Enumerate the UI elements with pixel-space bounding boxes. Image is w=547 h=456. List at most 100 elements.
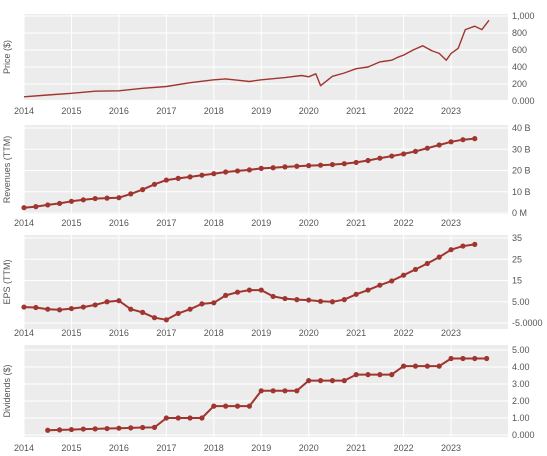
data-point — [401, 272, 407, 278]
data-point — [68, 426, 75, 433]
data-point — [151, 424, 158, 430]
data-point — [56, 200, 63, 207]
data-point — [472, 241, 478, 247]
data-point — [377, 282, 383, 288]
y-tick-label: 20 B — [512, 166, 531, 176]
data-point — [199, 172, 205, 178]
data-point — [401, 363, 407, 369]
data-point — [329, 378, 336, 384]
data-point — [116, 298, 122, 304]
data-point — [317, 162, 324, 168]
data-point — [223, 169, 229, 175]
y-tick-label: -5.0000 — [512, 318, 543, 328]
data-point — [436, 254, 442, 260]
y-tick-label: 0 M — [512, 208, 527, 218]
data-point — [33, 304, 39, 311]
data-point — [21, 205, 27, 211]
data-point — [211, 171, 217, 177]
data-point — [306, 297, 312, 303]
data-point — [472, 136, 478, 142]
data-point — [187, 174, 193, 180]
x-tick-label: 2018 — [204, 218, 224, 228]
data-point — [104, 195, 110, 201]
y-axis-label: Revenues (TTM) — [2, 136, 12, 204]
data-point — [199, 415, 205, 421]
data-point — [353, 159, 359, 166]
y-axis-label: Dividends ($) — [2, 364, 12, 417]
data-point — [151, 181, 158, 187]
data-point — [223, 403, 229, 409]
data-point — [211, 300, 217, 306]
x-tick-label: 2016 — [109, 106, 129, 116]
data-point — [92, 302, 98, 308]
data-point — [151, 315, 158, 321]
data-point — [270, 293, 276, 300]
data-point — [175, 415, 181, 421]
data-point — [341, 161, 347, 167]
data-point — [140, 424, 146, 431]
y-tick-label: 0.000 — [512, 430, 535, 440]
x-tick-label: 2019 — [251, 328, 271, 338]
y-tick-label: 15 — [512, 276, 522, 286]
x-tick-label: 2022 — [394, 106, 414, 116]
y-tick-label: 5.00 — [512, 345, 530, 355]
data-point — [353, 291, 359, 297]
plot-background — [24, 14, 508, 100]
data-point — [317, 298, 324, 304]
data-point — [68, 198, 75, 204]
data-point — [246, 403, 252, 409]
data-point — [460, 355, 466, 362]
data-point — [140, 187, 146, 193]
data-point — [389, 278, 395, 284]
y-tick-label: 0.000 — [512, 96, 535, 106]
series-line — [23, 19, 490, 98]
data-point — [234, 168, 241, 174]
y-tick-label: 800 — [512, 28, 527, 38]
y-axis-label: EPS (TTM) — [2, 260, 12, 305]
data-point — [294, 297, 300, 303]
data-point — [282, 164, 288, 170]
data-point — [448, 247, 454, 253]
data-point — [45, 202, 51, 208]
data-point — [365, 372, 371, 378]
x-tick-label: 2023 — [441, 443, 461, 453]
x-tick-label: 2020 — [299, 443, 319, 453]
data-point — [329, 161, 336, 168]
x-tick-label: 2018 — [204, 328, 224, 338]
data-point — [140, 309, 146, 315]
x-tick-label: 2014 — [14, 106, 34, 116]
data-point — [294, 163, 300, 169]
x-tick-label: 2017 — [156, 218, 176, 228]
x-tick-label: 2019 — [251, 443, 271, 453]
data-point — [341, 297, 347, 303]
data-point — [33, 204, 39, 210]
data-point — [412, 363, 419, 369]
y-tick-label: 200 — [512, 79, 527, 89]
data-point — [92, 195, 98, 202]
y-tick-label: 40 B — [512, 123, 531, 133]
y-tick-label: 25 — [512, 254, 522, 264]
data-point — [56, 307, 63, 313]
x-tick-label: 2017 — [156, 106, 176, 116]
data-point — [234, 403, 241, 409]
x-tick-label: 2021 — [346, 443, 366, 453]
data-point — [448, 355, 454, 362]
x-tick-label: 2021 — [346, 106, 366, 116]
data-point — [282, 295, 288, 302]
data-point — [460, 243, 466, 249]
data-point — [282, 388, 288, 394]
y-tick-label: 30 B — [512, 144, 531, 154]
x-tick-label: 2016 — [109, 443, 129, 453]
data-point — [270, 388, 276, 394]
data-point — [92, 426, 98, 432]
x-tick-label: 2023 — [441, 328, 461, 338]
data-point — [104, 425, 110, 432]
data-point — [270, 165, 276, 171]
x-tick-label: 2018 — [204, 106, 224, 116]
data-point — [80, 197, 86, 203]
data-point — [45, 427, 51, 433]
data-point — [163, 415, 169, 421]
x-tick-label: 2016 — [109, 218, 129, 228]
x-tick-label: 2018 — [204, 443, 224, 453]
